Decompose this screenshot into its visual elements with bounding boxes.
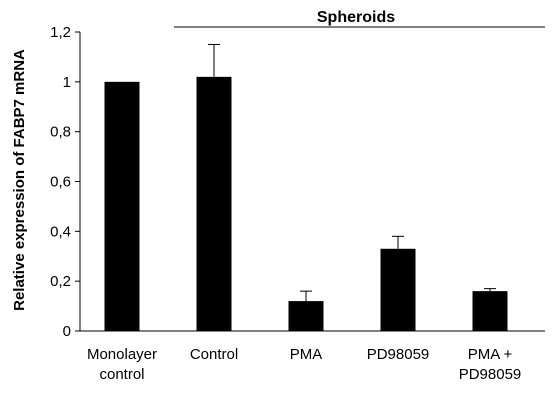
- x-tick-label: Control: [190, 346, 238, 363]
- bars: [104, 76, 508, 331]
- y-ticks: 0 0,2 0,4 0,6 0,8 1 1,2: [50, 24, 80, 340]
- x-tick-labels: Monolayer control Control PMA PD98059 PMA + PD…: [87, 346, 521, 383]
- y-axis-label: Relative expression of FABP7 mRNA: [11, 49, 28, 311]
- error-bars: [208, 43, 496, 302]
- bar: [288, 301, 324, 331]
- y-tick-label: 1: [63, 74, 71, 91]
- y-tick-label: 0,8: [50, 124, 71, 141]
- spheroids-label: Spheroids: [317, 9, 395, 26]
- x-tick-label: Monolayer: [87, 346, 157, 363]
- bar: [104, 81, 140, 331]
- x-tick-label: control: [99, 366, 144, 383]
- bar: [472, 291, 508, 331]
- y-tick-label: 1,2: [50, 24, 71, 41]
- x-tick-label: PMA +: [468, 346, 513, 363]
- y-tick-label: 0: [63, 323, 71, 340]
- y-tick-label: 0,6: [50, 174, 71, 191]
- spheroids-group: Spheroids: [174, 9, 545, 28]
- x-tick-label: PD98059: [367, 346, 430, 363]
- bar: [196, 76, 232, 331]
- x-tick-label: PD98059: [459, 366, 522, 383]
- y-tick-label: 0,2: [50, 273, 71, 290]
- y-tick-label: 0,4: [50, 223, 71, 240]
- x-tick-label: PMA: [290, 346, 323, 363]
- bar: [380, 248, 416, 331]
- axes: [79, 32, 545, 332]
